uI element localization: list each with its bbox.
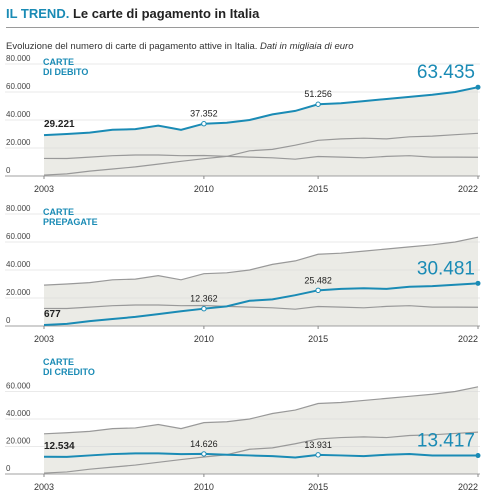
x-tick-label: 2022 (458, 184, 478, 194)
area (44, 237, 478, 326)
y-tick-label: 40.000 (6, 110, 31, 119)
x-tick-label: 2022 (458, 334, 478, 344)
panel-title: CARTE DI DEBITO (43, 57, 89, 77)
data-label: 13.417 (417, 431, 475, 452)
x-tick-label: 2010 (194, 482, 214, 492)
series-line (43, 431, 479, 474)
x-tick-label: 2003 (34, 334, 54, 344)
data-label: 25.482 (304, 275, 332, 285)
data-label: 63.435 (417, 62, 475, 83)
data-label: 14.626 (190, 439, 218, 449)
subtitle: Evoluzione del numero di carte di pagame… (6, 41, 353, 52)
y-tick-label: 40.000 (6, 409, 31, 418)
y-tick-label: 0 (6, 166, 11, 175)
x-tick-label: 2010 (194, 334, 214, 344)
y-tick-label: 60.000 (6, 382, 31, 391)
data-point (315, 101, 321, 107)
y-tick-label: 60.000 (6, 232, 31, 241)
data-point (475, 280, 481, 286)
data-point (475, 453, 481, 459)
kicker: IL TREND. (6, 6, 70, 21)
data-point (315, 287, 321, 294)
data-point (315, 452, 321, 458)
note: Dati in migliaia di euro (260, 41, 354, 52)
y-tick-label: 60.000 (6, 82, 31, 91)
x-tick-label: 2022 (458, 482, 478, 492)
data-label: 51.256 (304, 89, 332, 99)
series-line (43, 154, 479, 160)
y-tick-label: 80.000 (6, 204, 31, 213)
data-label: 30.481 (417, 258, 475, 279)
x-tick-label: 2003 (34, 482, 54, 492)
header: IL TREND. Le carte di pagamento in Itali… (6, 6, 259, 21)
subtitle-text: Evoluzione del numero di carte di pagame… (6, 41, 258, 52)
data-label: 12.362 (190, 294, 218, 304)
series-line (43, 386, 479, 435)
y-tick-label: 20.000 (6, 288, 31, 297)
x-tick-label: 2015 (308, 482, 328, 492)
title: Le carte di pagamento in Italia (72, 6, 260, 21)
x-tick-label: 2003 (34, 184, 54, 194)
x-tick-label: 2015 (308, 184, 328, 194)
panel-title: CARTE DI CREDITO (43, 357, 95, 377)
data-point (201, 305, 207, 312)
series-line (43, 452, 479, 459)
series-line (43, 236, 479, 286)
y-tick-label: 20.000 (6, 138, 31, 147)
series-line (43, 132, 479, 176)
y-tick-label: 0 (6, 316, 11, 325)
area (44, 386, 478, 474)
data-label: 677 (44, 309, 61, 320)
panel-title: CARTE PREPAGATE (43, 207, 98, 227)
header-rule (6, 27, 479, 28)
area (44, 87, 478, 176)
data-label: 29.221 (44, 119, 75, 130)
x-tick-label: 2010 (194, 184, 214, 194)
data-label: 13.931 (304, 440, 332, 450)
data-label: 37.352 (190, 109, 218, 119)
y-tick-label: 80.000 (6, 54, 31, 63)
data-point (475, 84, 481, 90)
series-line (43, 304, 479, 310)
x-tick-label: 2015 (308, 334, 328, 344)
series-line (43, 86, 479, 137)
data-label: 12.534 (44, 441, 75, 452)
data-point (201, 121, 207, 127)
y-tick-label: 20.000 (6, 437, 31, 446)
y-tick-label: 0 (6, 464, 11, 473)
y-tick-label: 40.000 (6, 260, 31, 269)
data-point (201, 451, 207, 457)
series-line (43, 282, 479, 327)
